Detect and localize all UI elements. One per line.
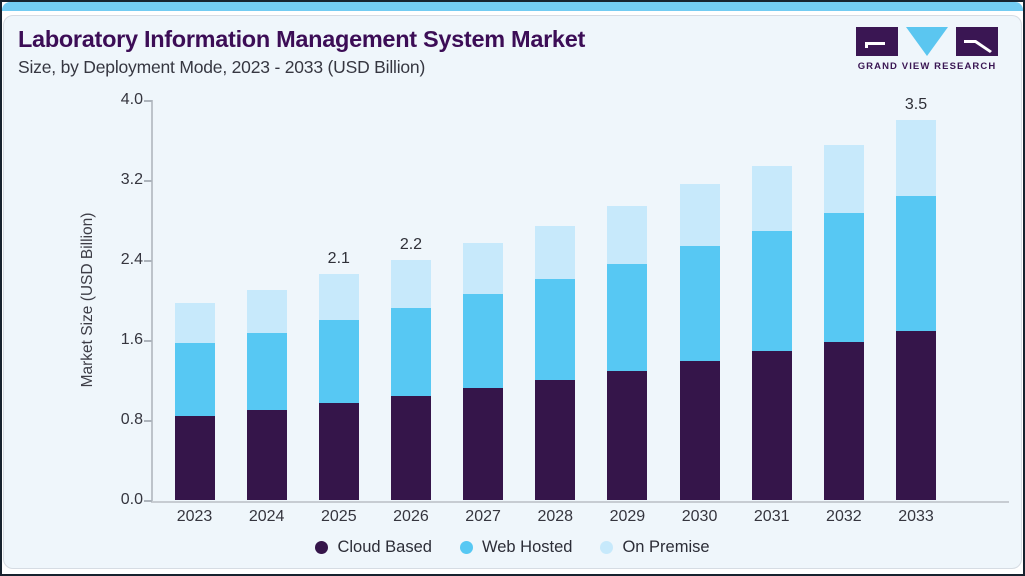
- bar-segment-2024-on-premise: [246, 290, 287, 333]
- y-tick-mark: [144, 420, 152, 422]
- grand-view-research-logo: GRAND VIEW RESEARCH: [856, 27, 998, 72]
- bar-segment-2024-cloud-based: [246, 410, 287, 500]
- bar-segment-2023-on-premise: [174, 303, 215, 343]
- bar-value-label-2026: 2.2: [399, 236, 423, 253]
- logo-r-block: [956, 27, 998, 56]
- bar-segment-2031-web-hosted: [751, 231, 792, 351]
- x-axis-label-2025: 2025: [321, 508, 357, 525]
- y-tick-label-1.6: 1.6: [120, 331, 143, 348]
- bar-segment-2029-on-premise: [607, 206, 648, 264]
- bar-segment-2029-cloud-based: [607, 371, 648, 500]
- bar-segment-2030-web-hosted: [679, 246, 720, 361]
- legend-label-web-hosted: Web Hosted: [481, 538, 573, 556]
- bar-segment-2032-cloud-based: [823, 342, 864, 500]
- x-axis-label-2032: 2032: [826, 508, 862, 525]
- chart-legend: Cloud Based Web Hosted On Premise: [0, 538, 1025, 557]
- bar-segment-2031-cloud-based: [751, 351, 792, 500]
- chart-card: [3, 15, 1022, 569]
- y-tick-mark: [144, 340, 152, 342]
- x-axis-label-2033: 2033: [898, 508, 934, 525]
- x-axis-label-2023: 2023: [176, 508, 213, 525]
- bar-segment-2023-web-hosted: [174, 343, 215, 416]
- bar-value-label-2025: 2.1: [327, 250, 350, 267]
- legend-item-web-hosted: Web Hosted: [459, 538, 573, 557]
- y-tick-label-3.2: 3.2: [120, 171, 143, 188]
- y-tick-label-0.0: 0.0: [120, 491, 143, 508]
- x-axis-label-2026: 2026: [393, 508, 429, 525]
- y-tick-mark: [144, 100, 152, 102]
- bar-segment-2031-on-premise: [751, 166, 792, 231]
- bar-segment-2025-cloud-based: [318, 403, 359, 500]
- bar-segment-2028-on-premise: [535, 226, 576, 279]
- legend-swatch-on-premise: [600, 541, 614, 554]
- bar-segment-2026-web-hosted: [390, 308, 431, 396]
- page-subtitle: Size, by Deployment Mode, 2023 - 2033 (U…: [18, 57, 426, 77]
- legend-item-cloud-based: Cloud Based: [315, 538, 432, 557]
- legend-swatch-web-hosted: [459, 541, 473, 554]
- bar-segment-2028-cloud-based: [535, 380, 576, 500]
- x-axis-label-2030: 2030: [681, 508, 718, 525]
- y-tick-label-4.0: 4.0: [120, 91, 143, 108]
- y-tick-mark: [144, 500, 152, 502]
- y-axis-line: [151, 100, 153, 503]
- y-tick-label-0.8: 0.8: [120, 411, 143, 428]
- bar-segment-2033-web-hosted: [896, 196, 936, 331]
- x-axis-label-2024: 2024: [248, 508, 285, 525]
- top-accent-bar: [2, 2, 1023, 11]
- y-tick-mark: [144, 180, 152, 182]
- logo-g-block: [856, 27, 898, 56]
- bar-segment-2027-cloud-based: [463, 388, 504, 500]
- bar-segment-2033-on-premise: [896, 120, 936, 196]
- bar-segment-2030-cloud-based: [679, 361, 720, 500]
- bar-segment-2032-web-hosted: [823, 213, 864, 342]
- bar-segment-2025-on-premise: [318, 274, 359, 320]
- bar-segment-2028-web-hosted: [535, 279, 576, 380]
- bar-segment-2033-cloud-based: [896, 331, 936, 500]
- logo-text: GRAND VIEW RESEARCH: [857, 61, 997, 72]
- bar-segment-2027-on-premise: [463, 243, 504, 294]
- bar-segment-2023-cloud-based: [174, 416, 215, 500]
- logo-v-triangle: [906, 27, 948, 56]
- bar-segment-2029-web-hosted: [607, 264, 648, 371]
- x-axis-label-2031: 2031: [753, 508, 790, 525]
- bar-segment-2026-on-premise: [390, 260, 431, 308]
- legend-label-cloud-based: Cloud Based: [337, 538, 432, 556]
- bar-segment-2027-web-hosted: [463, 294, 504, 388]
- y-tick-label-2.4: 2.4: [120, 251, 143, 268]
- bar-segment-2024-web-hosted: [246, 333, 287, 410]
- page-title: Laboratory Information Management System…: [18, 26, 585, 52]
- x-axis-line: [151, 501, 1009, 503]
- bar-segment-2032-on-premise: [823, 145, 864, 213]
- bar-value-label-2033: 3.5: [904, 96, 928, 113]
- bar-segment-2026-cloud-based: [390, 396, 431, 500]
- legend-swatch-cloud-based: [315, 541, 329, 554]
- x-axis-label-2027: 2027: [465, 508, 501, 525]
- y-tick-mark: [144, 260, 152, 262]
- x-axis-label-2028: 2028: [537, 508, 574, 525]
- legend-item-on-premise: On Premise: [600, 538, 710, 557]
- y-axis-title: Market Size (USD Billion): [79, 212, 96, 388]
- logo-blocks: [856, 27, 998, 57]
- bar-segment-2025-web-hosted: [318, 320, 359, 403]
- x-axis-label-2029: 2029: [609, 508, 646, 525]
- bar-segment-2030-on-premise: [679, 184, 720, 246]
- legend-label-on-premise: On Premise: [622, 538, 710, 556]
